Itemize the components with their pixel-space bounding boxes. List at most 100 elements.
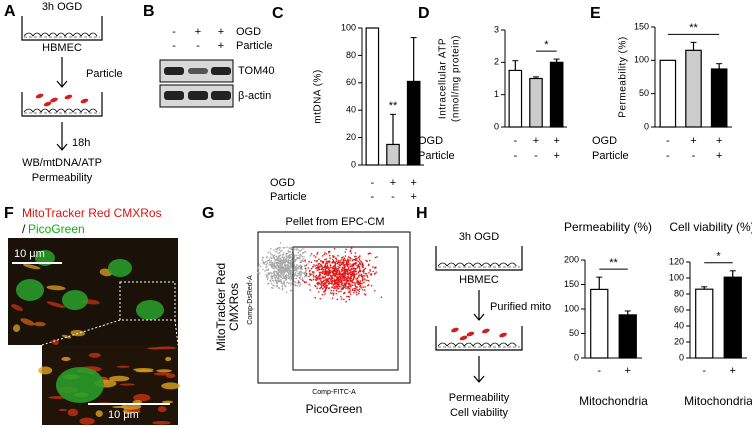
- cytometry-dot: [273, 272, 276, 274]
- cytometry-dot: [352, 289, 354, 292]
- cytometry-dot: [339, 280, 342, 282]
- cytometry-dot: [268, 261, 271, 264]
- cytometry-dot: [294, 271, 297, 274]
- cytometry-dot: [337, 259, 340, 262]
- y-tick-label: 40: [674, 320, 684, 330]
- cytometry-dot: [321, 260, 324, 263]
- cytometry-dot: [262, 268, 264, 271]
- x-tick-label: -: [702, 365, 706, 377]
- particle: [50, 97, 58, 103]
- chart-title: Cell viability (%): [669, 220, 752, 234]
- label: WB/mtDNA/ATP: [22, 157, 102, 169]
- cytometry-dot: [275, 275, 278, 278]
- cytometry-dot: [350, 252, 353, 254]
- condition-sign: -: [172, 26, 176, 38]
- cytometry-dot: [299, 282, 301, 284]
- condition-sign: -: [666, 150, 670, 162]
- condition-sign: -: [370, 177, 374, 189]
- cytometry-dot: [331, 281, 333, 283]
- cytometry-dot: [269, 253, 272, 255]
- cytometry-dot: [344, 266, 346, 269]
- mito-signal: [116, 365, 130, 368]
- condition-name: OGD: [270, 177, 295, 189]
- cytometry-dot: [313, 276, 315, 278]
- cytometry-dot: [314, 256, 317, 258]
- cytometry-dot: [342, 269, 345, 272]
- cytometry-dot: [310, 267, 313, 270]
- cytometry-dot: [275, 255, 278, 258]
- cytometry-dot: [336, 278, 339, 280]
- cytometry-dot: [346, 295, 348, 298]
- cytometry-dot: [349, 293, 352, 295]
- cytometry-dot: [299, 256, 301, 258]
- cytometry-dot: [350, 283, 352, 286]
- cytometry-dot: [276, 247, 279, 250]
- cytometry-dot: [283, 281, 285, 284]
- cytometry-dot: [279, 275, 282, 278]
- zoom-lines: [41, 319, 179, 346]
- cytometry-dot: [334, 264, 337, 267]
- cytometry-dot: [354, 273, 356, 276]
- cytometry-dot: [344, 279, 346, 281]
- condition-sign: +: [218, 26, 224, 38]
- cytometry-dot: [288, 267, 291, 269]
- cytometry-dot: [328, 280, 330, 283]
- cytometry-dot: [347, 266, 350, 269]
- mito-signal: [119, 383, 135, 386]
- cytometry-dot: [321, 293, 324, 296]
- cytometry-dot: [290, 253, 293, 256]
- cytometry-dot: [341, 266, 344, 269]
- cytometry-dot: [266, 275, 268, 277]
- mito-signal: [155, 346, 177, 350]
- cytometry-dot: [338, 278, 340, 281]
- cytometry-dot: [363, 277, 365, 280]
- cytometry-dot: [298, 268, 300, 270]
- cytometry-dot: [329, 292, 332, 294]
- cytometry-dot: [281, 285, 283, 287]
- y-tick-label: 60: [346, 77, 356, 87]
- cytometry-dot: [367, 279, 370, 282]
- cytometry-dot: [280, 282, 283, 284]
- cytometry-dot: [270, 264, 273, 267]
- cytometry-dot: [340, 281, 342, 284]
- y-axis-label: Intracellular ATP: [438, 38, 449, 119]
- cytometry-dot: [351, 271, 354, 273]
- cytometry-dot: [348, 276, 350, 278]
- cytometry-dot: [288, 275, 290, 278]
- cytometry-dot: [289, 284, 292, 286]
- stain-label: MitoTracker Red CMXRos: [22, 206, 162, 220]
- cytometry-dot: [336, 287, 338, 290]
- cytometry-dot: [283, 256, 286, 258]
- cytometry-dot: [328, 282, 331, 284]
- condition-sign: -: [513, 150, 517, 162]
- cytometry-dot: [278, 271, 281, 273]
- cytometry-dot: [321, 261, 324, 264]
- y-tick-label: 50: [569, 328, 579, 338]
- nucleus: [56, 367, 104, 403]
- bar: [549, 61, 564, 128]
- bar: [710, 68, 728, 128]
- cytometry-dot: [341, 268, 344, 270]
- mito-signal: [109, 375, 130, 382]
- label: Permeability: [32, 172, 93, 184]
- cytometry-dot: [366, 276, 369, 278]
- cytometry-dot: [361, 275, 364, 278]
- cytometry-dot: [284, 263, 286, 266]
- cytometry-dot: [313, 254, 315, 257]
- cytometry-dot: [365, 259, 367, 262]
- cytometry-dot: [327, 271, 330, 273]
- arrow-head: [473, 375, 485, 383]
- chart-title: Permeability (%): [564, 220, 652, 234]
- cytometry-dot: [295, 265, 297, 268]
- mito-signal: [11, 304, 23, 312]
- cytometry-dot: [343, 263, 346, 266]
- condition-sign: +: [553, 135, 559, 147]
- condition-sign: -: [534, 150, 538, 162]
- cytometry-dot: [359, 285, 362, 287]
- condition-sign: +: [716, 135, 722, 147]
- cytometry-dot: [327, 268, 330, 271]
- cytometry-dot: [347, 261, 350, 264]
- panel-letter: F: [4, 205, 14, 222]
- mito-signal: [79, 417, 95, 425]
- y-tick-label: 120: [669, 256, 684, 266]
